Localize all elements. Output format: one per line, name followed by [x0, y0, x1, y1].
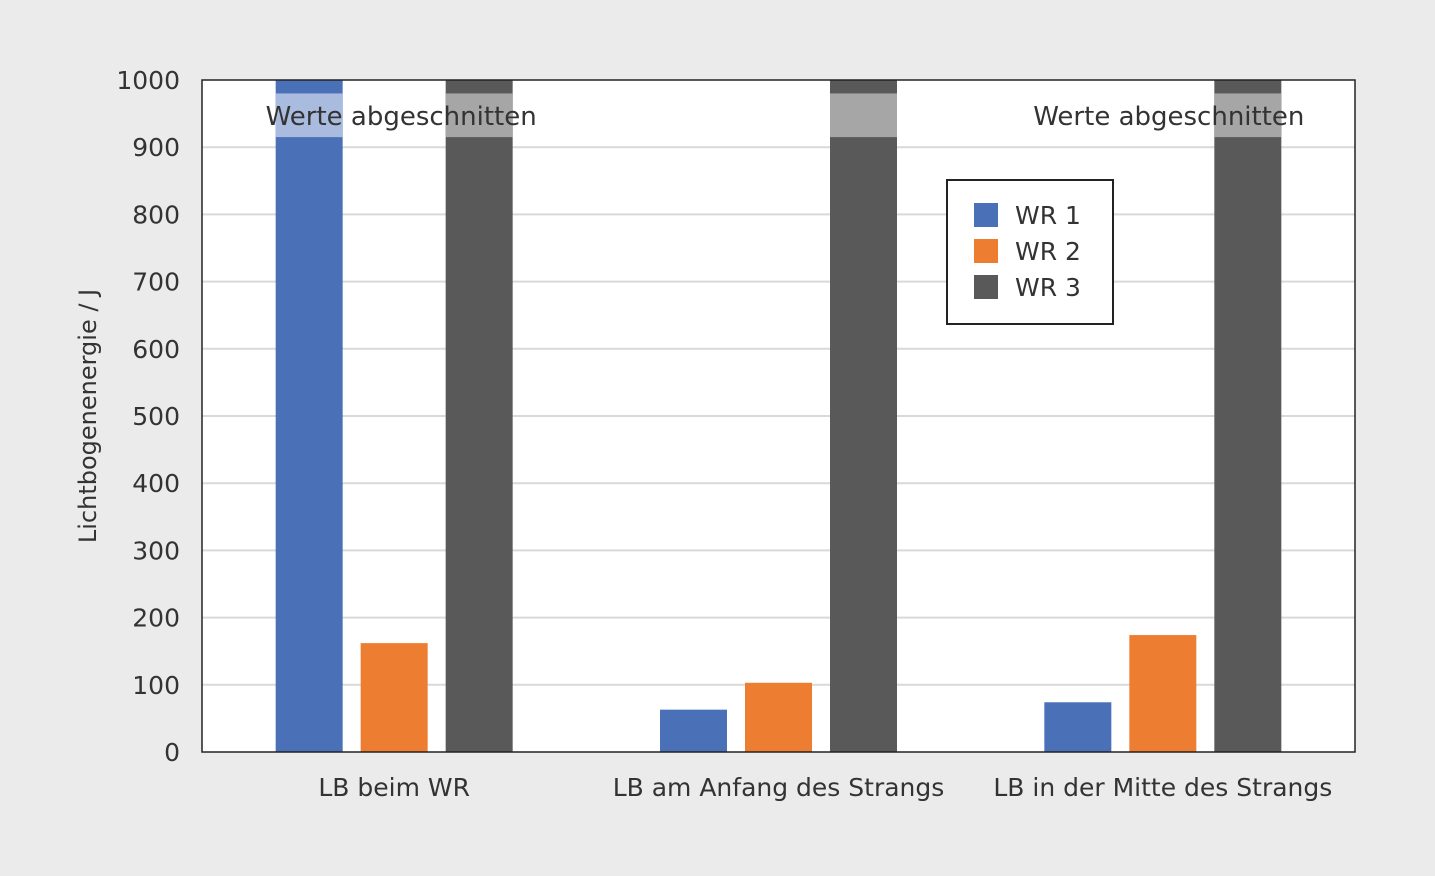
bar-3-1 — [445, 80, 513, 752]
legend-swatch-3 — [974, 275, 998, 299]
y-tick-label-0: 0 — [164, 738, 180, 767]
annotations: Werte abgeschnitten Werte abgeschnitten — [266, 102, 1305, 132]
category-label-1: LB beim WR — [318, 773, 470, 802]
bar-1-2 — [660, 709, 727, 752]
y-tick-label-600: 600 — [132, 335, 180, 364]
y-tick-label-500: 500 — [132, 402, 180, 431]
y-tick-label-900: 900 — [132, 133, 180, 162]
annotation-2: Werte abgeschnitten — [1033, 102, 1304, 132]
legend-label-3: WR 3 — [1015, 273, 1081, 302]
legend-label-2: WR 2 — [1015, 237, 1081, 266]
y-tick-label-1000: 1000 — [116, 66, 180, 95]
y-tick-label-800: 800 — [132, 200, 180, 229]
bar-1-3 — [1044, 702, 1112, 752]
clip-band-1-1 — [275, 93, 343, 138]
clip-band-3-2 — [830, 93, 897, 138]
bar-3-2 — [830, 80, 897, 752]
y-tick-label-400: 400 — [132, 469, 180, 498]
x-category-labels: LB beim WR LB am Anfang des Strangs LB in … — [318, 773, 1332, 802]
annotation-1: Werte abgeschnitten — [266, 102, 537, 132]
clip-bands — [275, 93, 1282, 138]
bar-2-1 — [360, 643, 428, 752]
bar-1-1 — [275, 80, 343, 752]
bars — [275, 80, 1282, 752]
legend-label-1: WR 1 — [1015, 201, 1081, 230]
clip-band-3-3 — [1214, 93, 1282, 138]
y-tick-label-300: 300 — [132, 536, 180, 565]
bar-3-3 — [1214, 80, 1282, 752]
legend-swatch-1 — [974, 203, 998, 227]
y-tick-labels: 0 100 200 300 400 500 600 700 800 900 1000 — [116, 66, 180, 767]
bar-2-3 — [1129, 635, 1197, 752]
bar-2-2 — [745, 682, 812, 752]
category-label-2: LB am Anfang des Strangs — [613, 773, 945, 802]
legend-swatch-2 — [974, 239, 998, 263]
y-tick-label-200: 200 — [132, 604, 180, 633]
legend: WR 1 WR 2 WR 3 — [946, 179, 1114, 325]
category-label-3: LB in der Mitte des Strangs — [993, 773, 1332, 802]
y-axis-title: Lichtbogenenergie / J — [74, 289, 102, 543]
y-tick-label-700: 700 — [132, 268, 180, 297]
y-tick-label-100: 100 — [132, 671, 180, 700]
clip-band-3-1 — [445, 93, 513, 138]
plot-border — [201, 79, 1356, 753]
